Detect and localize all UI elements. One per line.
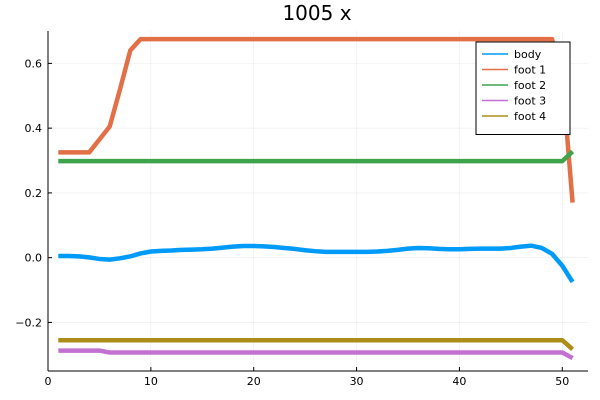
x-tick-label: 30 [350,375,364,388]
legend-label-foot-1: foot 1 [514,64,546,77]
y-tick-label: 0.2 [25,187,43,200]
x-tick-label: 20 [247,375,261,388]
x-tick-label: 40 [452,375,466,388]
chart-title: 1005 x [282,1,351,25]
y-tick-label: −0.2 [15,316,42,329]
x-tick-label: 50 [555,375,569,388]
legend: body foot 1 foot 2 foot 3 foot 4 [475,41,571,135]
y-tick-label: 0.4 [25,122,43,135]
series-line-body [58,243,575,284]
series-lines [58,36,575,361]
series-line-foot-3 [58,348,574,361]
legend-box [475,41,571,135]
legend-label-body: body [514,48,542,61]
axes [47,31,588,372]
y-axis-ticks: −0.2 0.0 0.2 0.4 0.6 [15,57,52,329]
x-tick-label: 10 [144,375,158,388]
legend-label-foot-4: foot 4 [514,110,546,123]
series-line-foot-2 [58,149,575,164]
legend-label-foot-2: foot 2 [514,79,546,92]
series-line-foot-1 [58,36,575,203]
y-tick-label: 0.6 [25,57,43,70]
x-tick-label: 0 [45,375,52,388]
legend-label-foot-3: foot 3 [514,95,546,108]
series-line-foot-4 [58,337,575,351]
y-tick-label: 0.0 [25,252,43,265]
x-axis-ticks: 0 10 20 30 40 50 [45,367,569,388]
